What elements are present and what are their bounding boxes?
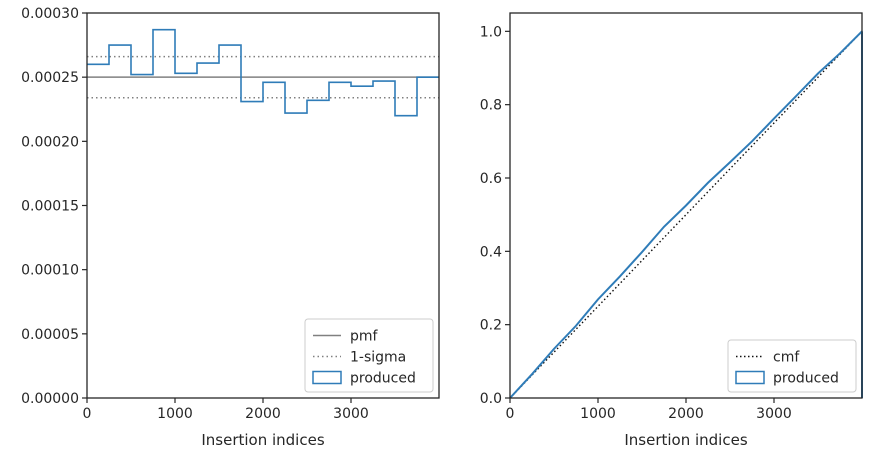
y-tick-label: 0.0 bbox=[480, 391, 502, 407]
y-tick-label: 0.4 bbox=[480, 244, 502, 260]
x-tick-label: 1000 bbox=[580, 406, 616, 422]
produced-step-line bbox=[87, 28, 439, 117]
x-tick-label: 3000 bbox=[756, 406, 792, 422]
pmf-x-axis-label: Insertion indices bbox=[201, 431, 324, 449]
cmf-x-axis-label: Insertion indices bbox=[624, 431, 747, 449]
cmf-line bbox=[509, 30, 863, 399]
legend-label: cmf bbox=[773, 350, 800, 366]
y-tick-label: 0.6 bbox=[480, 171, 502, 187]
y-tick-label: 0.00015 bbox=[21, 199, 79, 215]
y-tick-label: 0.00000 bbox=[21, 391, 79, 407]
y-tick-label: 0.8 bbox=[480, 98, 502, 114]
x-tick-label: 2000 bbox=[668, 406, 704, 422]
x-tick-label: 1000 bbox=[157, 406, 193, 422]
x-tick-label: 2000 bbox=[245, 406, 281, 422]
y-tick-label: 1.0 bbox=[480, 24, 502, 40]
x-tick-label: 0 bbox=[83, 406, 92, 422]
produced-cumulative-line bbox=[509, 30, 863, 399]
legend-label: pmf bbox=[350, 329, 379, 345]
y-tick-label: 0.00025 bbox=[21, 70, 79, 86]
legend-produced-handle bbox=[735, 370, 765, 385]
y-tick-label: 0.2 bbox=[480, 318, 502, 334]
legend-box bbox=[727, 339, 857, 393]
y-tick-label: 0.00005 bbox=[21, 327, 79, 343]
x-tick-label: 0 bbox=[506, 406, 515, 422]
cmf-y-axis-ticks: 0.0 0.2 0.4 0.6 0.8 1.0 bbox=[480, 24, 510, 407]
y-tick-label: 0.00010 bbox=[21, 263, 79, 279]
y-tick-label: 0.00020 bbox=[21, 134, 79, 150]
pmf-produced-series bbox=[87, 28, 439, 117]
cmf-cumulative-panel: 0 1000 2000 3000 0.0 0.2 0.4 0.6 0.8 1.0 Inserti… bbox=[480, 12, 863, 449]
pmf-legend: pmf 1-sigma produced bbox=[304, 318, 434, 393]
x-tick-label: 3000 bbox=[333, 406, 369, 422]
pmf-histogram-panel: 0 1000 2000 3000 0.000000.000050.000100.000… bbox=[21, 6, 440, 449]
y-tick-label: 0.00030 bbox=[21, 6, 79, 22]
cmf-legend: cmf produced bbox=[727, 339, 857, 393]
legend-label: 1-sigma bbox=[350, 350, 406, 366]
cmf-x-axis-ticks: 0 1000 2000 3000 bbox=[506, 398, 792, 422]
legend-box bbox=[304, 318, 434, 393]
legend-label: produced bbox=[773, 371, 839, 387]
legend-label: produced bbox=[350, 371, 416, 387]
pmf-y-axis-ticks: 0.00000 0.00005 0.00010 0.00015 0.00020 0.000… bbox=[21, 6, 87, 407]
pmf-x-axis-ticks: 0 1000 2000 3000 bbox=[83, 398, 369, 422]
legend-produced-handle bbox=[312, 370, 342, 385]
